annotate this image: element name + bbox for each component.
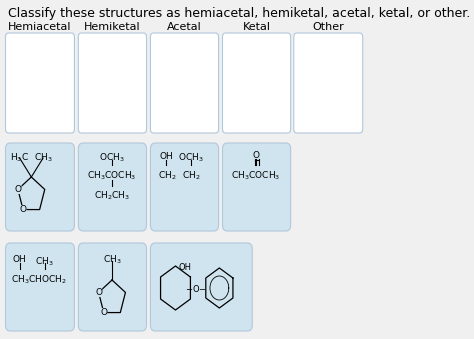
Text: Ketal: Ketal	[243, 22, 271, 32]
Text: CH$_3$: CH$_3$	[103, 253, 121, 265]
Text: CH$_3$: CH$_3$	[34, 151, 53, 163]
Text: $-$O$-$: $-$O$-$	[185, 282, 207, 294]
Text: CH$_2$: CH$_2$	[182, 169, 201, 181]
Text: CH$_3$: CH$_3$	[36, 255, 54, 267]
Text: O: O	[19, 205, 27, 214]
FancyBboxPatch shape	[294, 33, 363, 133]
FancyBboxPatch shape	[6, 143, 74, 231]
Text: O: O	[100, 308, 107, 317]
FancyBboxPatch shape	[6, 33, 74, 133]
Text: Other: Other	[312, 22, 344, 32]
FancyBboxPatch shape	[78, 33, 146, 133]
FancyBboxPatch shape	[150, 33, 219, 133]
Text: CH$_2$CH$_3$: CH$_2$CH$_3$	[94, 190, 130, 202]
Text: Hemiketal: Hemiketal	[84, 22, 141, 32]
Text: O: O	[14, 185, 21, 194]
Text: OH: OH	[178, 263, 191, 273]
Text: CH$_2$: CH$_2$	[158, 169, 177, 181]
FancyBboxPatch shape	[6, 243, 74, 331]
FancyBboxPatch shape	[150, 143, 219, 231]
Text: O: O	[253, 151, 260, 160]
Text: Acetal: Acetal	[167, 22, 202, 32]
Text: O: O	[95, 288, 102, 297]
Text: OCH$_3$: OCH$_3$	[178, 152, 204, 164]
FancyBboxPatch shape	[78, 243, 146, 331]
FancyBboxPatch shape	[78, 143, 146, 231]
Text: Hemiacetal: Hemiacetal	[8, 22, 72, 32]
Text: CH$_3$CHOCH$_2$: CH$_3$CHOCH$_2$	[11, 273, 67, 285]
Text: H$_3$C: H$_3$C	[10, 151, 29, 163]
Text: OH: OH	[13, 255, 27, 264]
FancyBboxPatch shape	[222, 33, 291, 133]
Text: OCH$_3$: OCH$_3$	[99, 152, 125, 164]
FancyBboxPatch shape	[222, 143, 291, 231]
Text: OH: OH	[159, 152, 173, 161]
Text: CH$_3$COCH$_3$: CH$_3$COCH$_3$	[87, 169, 137, 181]
FancyBboxPatch shape	[150, 243, 252, 331]
Text: CH$_3$COCH$_3$: CH$_3$COCH$_3$	[231, 169, 281, 181]
Text: Classify these structures as hemiacetal, hemiketal, acetal, ketal, or other.: Classify these structures as hemiacetal,…	[8, 7, 470, 20]
